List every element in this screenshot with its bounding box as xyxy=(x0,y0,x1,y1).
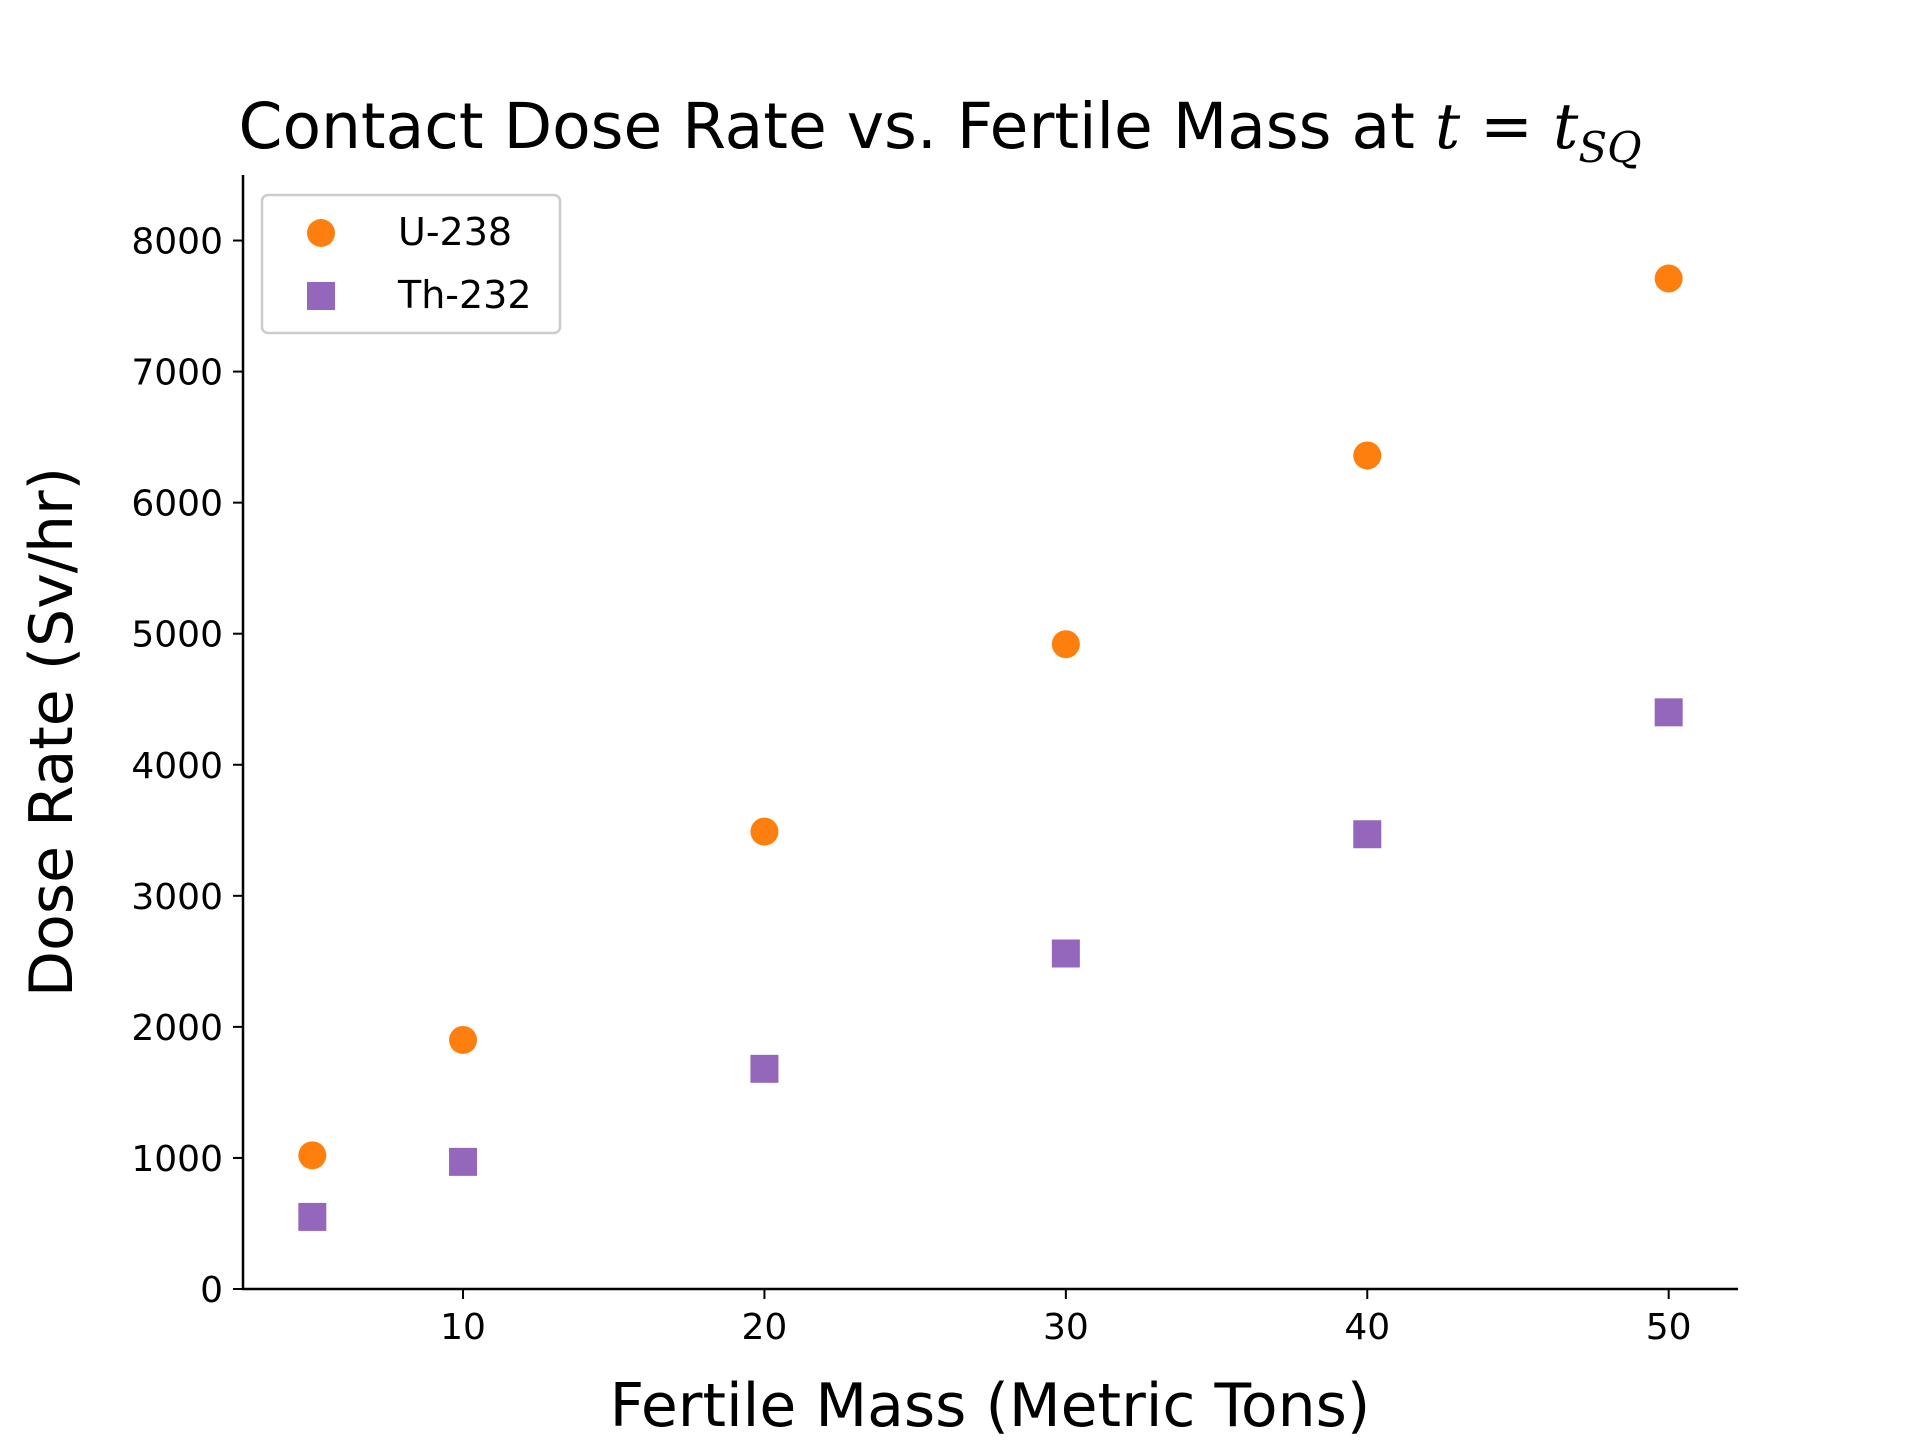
legend-marker-u238 xyxy=(307,219,335,247)
y-tick-label: 4000 xyxy=(131,746,223,787)
data-point xyxy=(750,1054,779,1083)
data-point xyxy=(750,817,779,846)
x-axis-ticks: 10 20 30 40 50 xyxy=(440,1289,1692,1348)
legend-marker-th232 xyxy=(307,282,335,310)
chart-title-math-subscript: SQ xyxy=(1578,123,1641,172)
chart-title-math-equals: = xyxy=(1460,90,1553,163)
data-points xyxy=(298,264,1683,1231)
legend-label-th232: Th-232 xyxy=(397,273,532,317)
x-tick-label: 20 xyxy=(742,1307,788,1348)
x-tick-label: 40 xyxy=(1344,1307,1390,1348)
chart-title: Contact Dose Rate vs. Fertile Mass at t … xyxy=(238,90,1641,172)
data-point xyxy=(298,1202,327,1231)
chart-title-math-t: t xyxy=(1435,90,1461,163)
y-tick-label: 6000 xyxy=(131,484,223,525)
chart-title-math-t-sq: t xyxy=(1553,90,1579,163)
data-point xyxy=(1654,698,1683,727)
legend-label-u238: U-238 xyxy=(398,210,512,254)
series-u238 xyxy=(298,264,1683,1170)
x-tick-label: 50 xyxy=(1646,1307,1692,1348)
legend: U-238 Th-232 xyxy=(260,193,562,335)
y-tick-label: 1000 xyxy=(131,1139,223,1180)
series-th232 xyxy=(298,698,1683,1231)
data-point xyxy=(1353,820,1382,849)
x-tick-label: 30 xyxy=(1043,1307,1089,1348)
data-point xyxy=(449,1147,478,1176)
y-tick-label: 5000 xyxy=(131,615,223,656)
y-tick-label: 8000 xyxy=(131,222,223,263)
data-point xyxy=(298,1141,327,1170)
chart-title-text: Contact Dose Rate vs. Fertile Mass at xyxy=(238,90,1434,163)
data-point xyxy=(1353,441,1382,470)
data-point xyxy=(1654,264,1683,293)
y-tick-label: 3000 xyxy=(131,877,223,918)
x-tick-label: 10 xyxy=(440,1307,486,1348)
x-axis-label: Fertile Mass (Metric Tons) xyxy=(610,1371,1371,1440)
data-point xyxy=(1051,939,1080,968)
data-point xyxy=(1051,630,1080,659)
y-axis-ticks: 0 1000 2000 3000 4000 5000 6000 7000 8000 xyxy=(131,222,243,1311)
y-axis-label: Dose Rate (Sv/hr) xyxy=(17,467,87,997)
y-tick-label: 2000 xyxy=(131,1008,223,1049)
legend-frame xyxy=(260,193,562,335)
data-point xyxy=(449,1025,478,1054)
y-tick-label: 7000 xyxy=(131,353,223,394)
y-tick-label: 0 xyxy=(200,1270,223,1311)
